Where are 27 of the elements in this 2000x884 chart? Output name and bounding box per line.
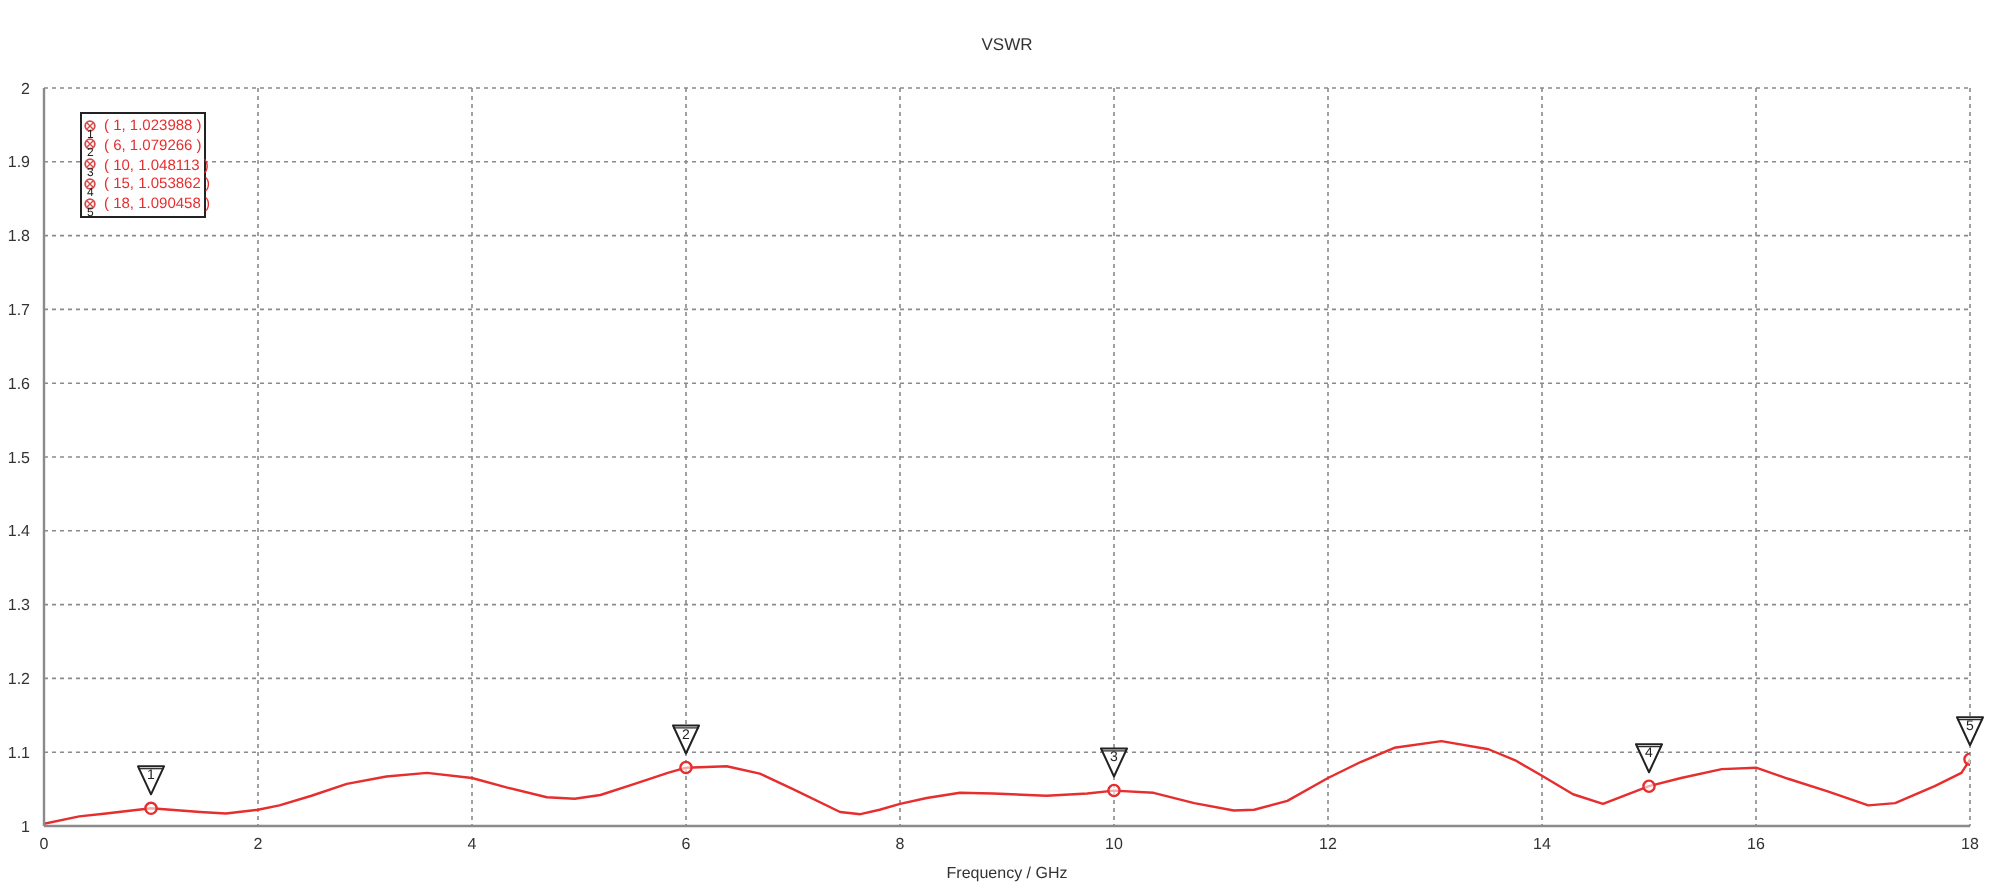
y-tick-label: 1.6: [7, 374, 32, 393]
y-tick-label: 1.1: [7, 743, 32, 762]
x-tick-label: 12: [1319, 835, 1338, 854]
y-tick-label: 1.5: [7, 448, 32, 467]
chart-title: VSWR: [979, 34, 1035, 54]
y-tick-label: 1.4: [7, 522, 32, 541]
x-tick-label: 16: [1747, 835, 1766, 854]
x-tick-label: 8: [895, 835, 906, 854]
point: [679, 760, 693, 775]
y-tick-label: 1: [21, 817, 32, 836]
y-tick-label: 1.3: [7, 596, 32, 615]
y-tick-label: 1.9: [7, 153, 32, 172]
x-tick-label: 2: [253, 835, 264, 854]
y-tick-label: 1.2: [7, 670, 32, 689]
point: [144, 801, 158, 816]
point: [1642, 779, 1656, 794]
x-tick-label: 10: [1105, 835, 1124, 854]
x-tick-label: 0: [39, 835, 50, 854]
x-tick-label: 4: [467, 835, 478, 854]
x-tick-label: 14: [1533, 835, 1552, 854]
y-tick-label: 1.8: [7, 227, 32, 246]
x-axis-title: Frequency / GHz: [946, 864, 1068, 882]
y-tick-label: 1.7: [7, 301, 32, 320]
y-tick-label: 2: [21, 79, 32, 98]
x-tick-label: 6: [681, 835, 692, 854]
x-tick-label: 18: [1961, 835, 1980, 854]
point: [1107, 783, 1121, 798]
